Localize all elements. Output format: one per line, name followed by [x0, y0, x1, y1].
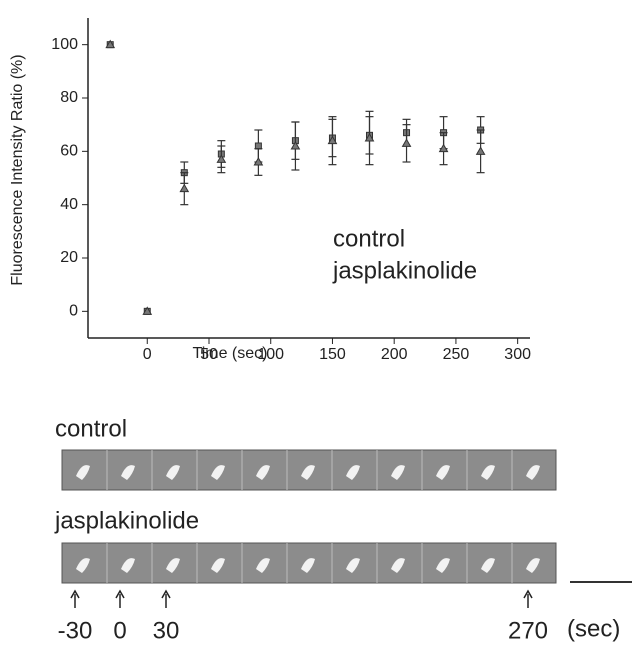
time-label: 30 [153, 617, 180, 644]
cell-image [436, 465, 450, 480]
y-tick-label: 100 [51, 36, 78, 53]
point [142, 306, 153, 315]
x-tick-label: 300 [504, 346, 531, 363]
y-tick-label: 60 [60, 143, 78, 160]
cell-image [301, 465, 315, 480]
cell-image [526, 558, 540, 573]
arrow-head [161, 589, 171, 599]
time-label: 0 [113, 617, 126, 644]
cell-image [436, 558, 450, 573]
y-axis-label: Fluorescence Intensity Ratio (%) [9, 54, 26, 285]
cell-image [481, 465, 495, 480]
y-tick-label: 0 [69, 303, 78, 320]
x-tick-label: 50 [200, 346, 218, 363]
point [475, 146, 486, 155]
x-tick-label: 0 [143, 346, 152, 363]
time-label: 270 [508, 617, 548, 644]
x-tick-label: 150 [319, 346, 346, 363]
cell-image [166, 465, 180, 480]
arrow-head [523, 589, 533, 599]
cell-image [346, 465, 360, 480]
cell-image [211, 465, 225, 480]
x-tick-label: 100 [257, 346, 284, 363]
y-tick-label: 80 [60, 89, 78, 106]
cell-image [121, 558, 135, 573]
point [290, 140, 301, 150]
cell-image [256, 465, 270, 480]
point [438, 143, 449, 153]
point [179, 183, 190, 193]
point [401, 138, 412, 147]
x-tick-label: 200 [381, 346, 408, 363]
x-tick-label: 250 [443, 346, 470, 363]
point [327, 135, 338, 145]
cell-image [211, 558, 225, 573]
cell-image [76, 465, 90, 480]
time-label: -30 [58, 617, 93, 644]
cell-image [391, 465, 405, 480]
cell-image [526, 465, 540, 480]
point [364, 132, 375, 142]
arrow-head [115, 589, 125, 599]
cell-image [391, 558, 405, 573]
cell-image [121, 465, 135, 480]
y-tick-label: 40 [60, 196, 78, 213]
point [105, 39, 116, 49]
cell-image [166, 558, 180, 573]
y-tick-label: 20 [60, 249, 78, 266]
cell-image [256, 558, 270, 573]
point [216, 154, 227, 163]
strip-label: jasplakinolide [54, 507, 199, 534]
time-unit: (sec) [567, 615, 620, 642]
cell-image [76, 558, 90, 573]
cell-image [346, 558, 360, 573]
x-axis-label: Time (sec) [193, 345, 268, 362]
cell-image [301, 558, 315, 573]
strip-label: control [55, 415, 127, 442]
point [253, 156, 264, 166]
arrow-head [70, 589, 80, 599]
legend-entry: control [333, 225, 405, 252]
legend-entry: jasplakinolide [332, 257, 477, 284]
cell-image [481, 558, 495, 573]
